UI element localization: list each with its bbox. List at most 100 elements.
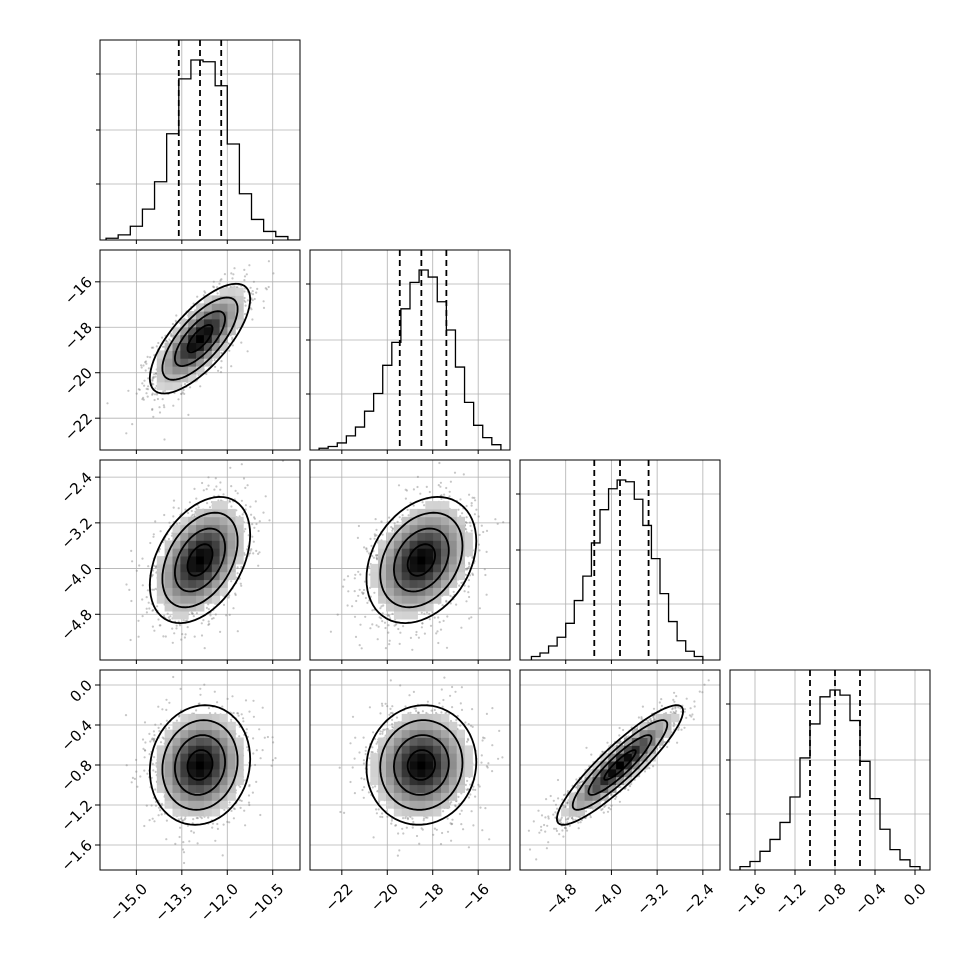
scatter-point [367,552,371,555]
scatter-point [482,530,485,534]
scatter-point [219,630,222,634]
density-layer [125,460,285,650]
scatter-point [200,634,204,637]
density-cell [172,563,181,573]
scatter-point [207,603,210,606]
density-cell [219,295,228,304]
scatter-point [228,500,232,503]
panel-1-1 [306,249,511,451]
scatter-point [217,369,220,372]
scatter-point [249,286,252,289]
density-cell [235,319,244,328]
scatter-point [216,286,219,289]
scatter-point [140,364,143,367]
scatter-point [200,622,203,625]
density-layer [106,250,275,441]
scatter-point [436,630,439,633]
density-cell [211,540,221,549]
scatter-point [228,594,231,597]
scatter-point [230,580,233,583]
scatter-point [376,638,379,641]
scatter-point [174,319,177,322]
scatter-point [390,525,393,529]
scatter-point [155,393,159,396]
scatter-point [265,288,268,291]
density-cell [172,548,181,557]
scatter-point [243,275,247,278]
scatter-point [228,349,231,352]
scatter-point [152,415,155,418]
scatter-point [464,521,467,524]
scatter-point [245,548,249,551]
scatter-point [240,499,243,502]
scatter-point [449,594,452,598]
density-cell [188,342,197,351]
scatter-point [182,388,185,392]
scatter-point [210,617,214,620]
scatter-point [127,389,130,392]
scatter-point [159,624,162,627]
scatter-point [222,493,225,496]
scatter-point [420,626,423,629]
scatter-point [466,567,470,570]
density-cell [164,540,173,549]
scatter-point [146,589,149,592]
scatter-point [201,481,204,485]
scatter-point [361,592,365,596]
scatter-point [155,372,158,375]
scatter-point [245,273,248,276]
scatter-point [252,552,255,555]
scatter-point [249,552,252,555]
scatter-point [398,642,401,646]
scatter-point [147,377,150,380]
scatter-point [151,408,154,411]
scatter-point [236,572,239,575]
density-cell [203,571,213,581]
scatter-point [234,592,237,595]
density-cell [164,358,173,367]
density-cell [227,319,236,328]
scatter-point [428,618,431,621]
scatter-point [184,508,187,511]
density-cell [188,334,197,343]
density-cell [172,587,181,596]
density-cell [203,587,213,596]
scatter-point [485,529,489,533]
scatter-point [386,613,389,616]
scatter-point [415,633,418,636]
scatter-point [346,604,349,607]
scatter-point [448,495,451,498]
scatter-point [251,299,254,302]
panel-border [729,669,931,871]
scatter-point [416,485,419,489]
density-cell [235,295,244,304]
scatter-point [161,398,164,401]
scatter-point [250,548,253,551]
scatter-point [192,302,195,305]
density-cell [156,587,166,596]
scatter-point [147,367,150,370]
scatter-point [246,350,249,353]
contour-line [148,282,252,395]
scatter-point [251,293,255,296]
scatter-point [467,579,470,582]
scatter-point [463,590,466,593]
density-cell [203,326,213,336]
scatter-point [163,438,166,441]
scatter-point [196,295,199,298]
scatter-point [251,318,254,321]
density-cell [196,326,205,336]
scatter-point [397,484,401,487]
scatter-point [212,280,215,283]
scatter-point [145,611,148,614]
density-cell [196,358,205,367]
density-cell [211,326,221,336]
scatter-point [219,371,223,374]
scatter-point [396,520,399,523]
scatter-point [145,607,148,610]
scatter-point [137,635,140,638]
scatter-point [147,601,150,604]
scatter-point [377,625,380,628]
scatter-point [106,402,109,405]
scatter-point [457,508,460,511]
